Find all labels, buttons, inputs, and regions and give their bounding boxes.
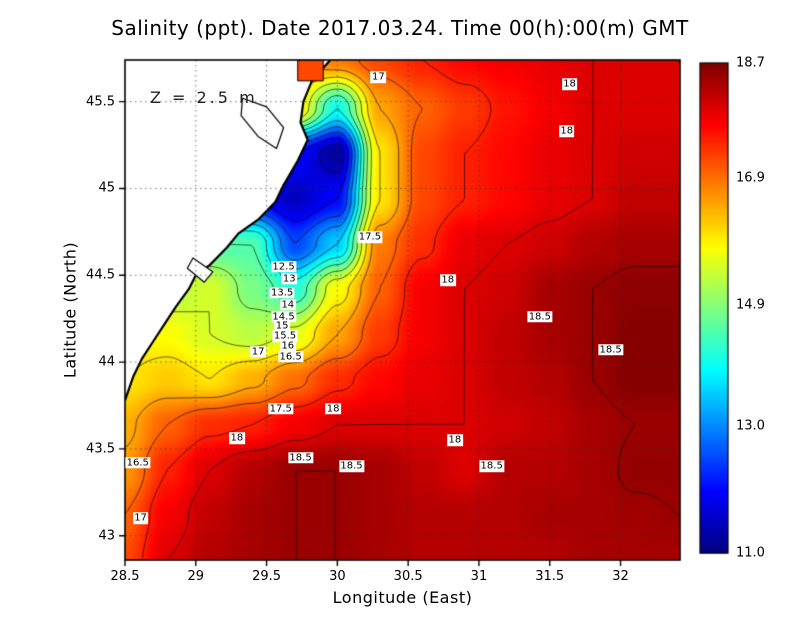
contour-label: 18 bbox=[325, 403, 341, 415]
contour-label: 16 bbox=[279, 340, 296, 353]
contour-label: 17 bbox=[370, 71, 387, 84]
y-axis-title: Latitude (North) bbox=[60, 241, 80, 379]
contour-label: 18.5 bbox=[338, 460, 365, 472]
x-tick-label: 31 bbox=[470, 569, 488, 584]
contour-label: 18.5 bbox=[287, 451, 314, 464]
contour-label: 13.5 bbox=[269, 286, 295, 299]
contour-label: 18 bbox=[447, 434, 463, 446]
contour-label: 15 bbox=[274, 319, 291, 332]
y-tick-label: 44 bbox=[98, 354, 115, 370]
x-tick-label: 30 bbox=[329, 569, 346, 584]
colorbar-tick-label: 13.0 bbox=[736, 418, 765, 434]
y-tick-label: 44.5 bbox=[86, 267, 115, 283]
contour-label: 18 bbox=[439, 274, 456, 287]
contour-label: 18 bbox=[561, 78, 578, 91]
contour-label: 15.5 bbox=[272, 330, 298, 342]
contour-label: 12.5 bbox=[270, 260, 297, 273]
plot-title: Salinity (ppt). Date 2017.03.24. Time 00… bbox=[111, 16, 689, 40]
contour-label: 17.5 bbox=[357, 231, 383, 243]
x-tick-label: 28.5 bbox=[110, 569, 140, 584]
x-tick-label: 31.5 bbox=[535, 569, 565, 584]
colorbar-tick-label: 16.9 bbox=[736, 170, 765, 186]
depth-annotation: Z = 2.5 m bbox=[150, 88, 258, 107]
x-tick-label: 30.5 bbox=[393, 569, 423, 584]
y-tick-label: 45.5 bbox=[86, 94, 115, 110]
x-tick-label: 29 bbox=[187, 569, 205, 584]
y-tick-label: 43.5 bbox=[86, 441, 115, 457]
contour-label: 17 bbox=[250, 345, 266, 358]
x-tick-label: 29.5 bbox=[252, 569, 282, 584]
colorbar-tick-label: 14.9 bbox=[736, 297, 765, 313]
contour-label: 16.5 bbox=[125, 457, 151, 469]
contour-label: 18.5 bbox=[479, 460, 505, 472]
x-axis-title: Longitude (East) bbox=[332, 588, 473, 607]
contour-label: 16.5 bbox=[278, 351, 304, 363]
contour-label: 13 bbox=[281, 273, 298, 285]
contour-label: 18 bbox=[558, 125, 575, 137]
y-tick-label: 43 bbox=[98, 528, 115, 544]
contour-label: 18.5 bbox=[527, 311, 553, 323]
colorbar-tick-label: 11.0 bbox=[736, 545, 765, 561]
contour-label: 14 bbox=[279, 299, 296, 311]
contour-label: 17.5 bbox=[268, 403, 294, 415]
contour-label: 17 bbox=[132, 512, 149, 525]
contour-label: 18.5 bbox=[597, 344, 624, 356]
y-tick-label: 45 bbox=[98, 180, 115, 196]
contour-label: 14.5 bbox=[270, 311, 297, 323]
x-tick-label: 32 bbox=[612, 569, 629, 584]
colorbar-tick-label: 18.7 bbox=[736, 55, 765, 71]
contour-label: 18 bbox=[228, 432, 245, 445]
